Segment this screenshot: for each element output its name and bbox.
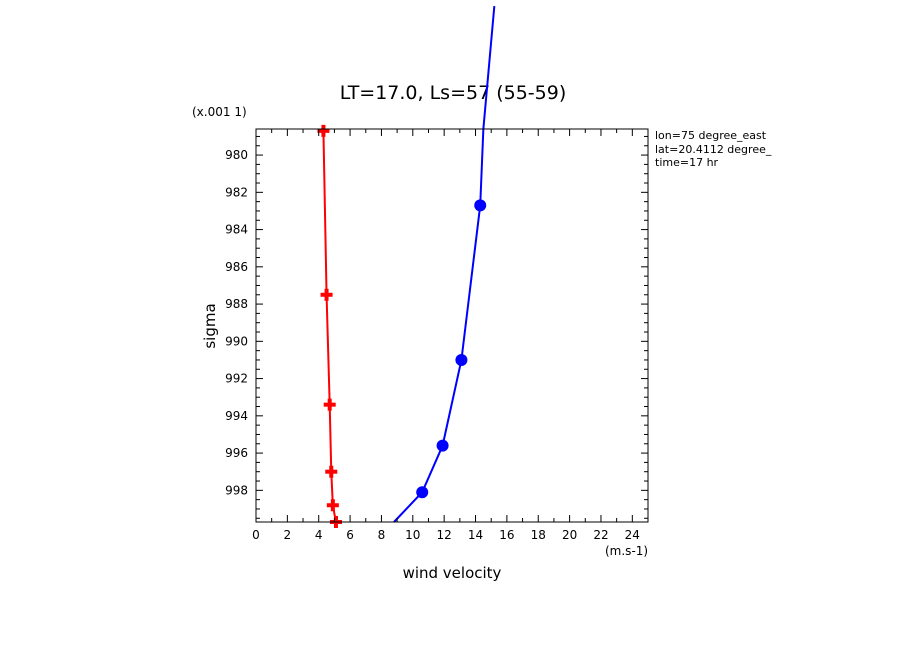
y-tick-label: 998 xyxy=(225,483,248,497)
cross-marker-v xyxy=(324,288,329,301)
y-tick-label: 994 xyxy=(225,409,248,423)
data-point xyxy=(326,499,339,512)
y-tick-label: 986 xyxy=(225,260,248,274)
chart-title: LT=17.0, Ls=57 (55-59) xyxy=(340,82,567,104)
x-tick-label: 10 xyxy=(405,528,420,542)
x-tick-label: 14 xyxy=(468,528,483,542)
x-tick-label: 22 xyxy=(593,528,608,542)
y-tick-label: 988 xyxy=(225,297,248,311)
data-point xyxy=(325,465,338,478)
info-line-time: time=17 hr xyxy=(655,156,719,169)
info-line-lon: lon=75 degree_east xyxy=(655,129,767,142)
data-point xyxy=(416,486,429,499)
y-tick-label: 990 xyxy=(225,334,248,348)
x-tick-label: 8 xyxy=(378,528,386,542)
y-tick-label: 982 xyxy=(225,185,248,199)
info-line-lat: lat=20.4112 degree_ xyxy=(655,143,772,156)
data-point xyxy=(474,199,487,212)
y-tick-label: 984 xyxy=(225,223,248,237)
cross-marker-v xyxy=(321,124,326,137)
data-point xyxy=(323,398,336,411)
data-point xyxy=(436,439,449,452)
y-tick-label: 992 xyxy=(225,372,248,386)
x-tick-label: 2 xyxy=(284,528,292,542)
y-tick-label: 996 xyxy=(225,446,248,460)
cross-marker-v xyxy=(330,499,335,512)
y-multiplier-label: (x.001 1) xyxy=(192,105,247,119)
x-tick-label: 24 xyxy=(625,528,640,542)
x-tick-label: 6 xyxy=(346,528,354,542)
data-point xyxy=(317,124,330,137)
x-tick-label: 16 xyxy=(499,528,514,542)
y-tick-label: 980 xyxy=(225,148,248,162)
x-tick-label: 4 xyxy=(315,528,323,542)
x-tick-label: 18 xyxy=(531,528,546,542)
x-unit-label: (m.s-1) xyxy=(605,544,648,558)
data-point xyxy=(320,288,333,301)
x-tick-label: 12 xyxy=(437,528,452,542)
cross-marker-v xyxy=(327,398,332,411)
data-point xyxy=(455,353,468,366)
series-line-1 xyxy=(322,130,337,523)
x-tick-label: 0 xyxy=(252,528,260,542)
x-axis-label: wind velocity xyxy=(403,564,502,582)
y-axis-label: sigma xyxy=(201,303,219,348)
plot-frame xyxy=(255,128,649,523)
x-tick-label: 20 xyxy=(562,528,577,542)
cross-marker-v xyxy=(329,465,334,478)
